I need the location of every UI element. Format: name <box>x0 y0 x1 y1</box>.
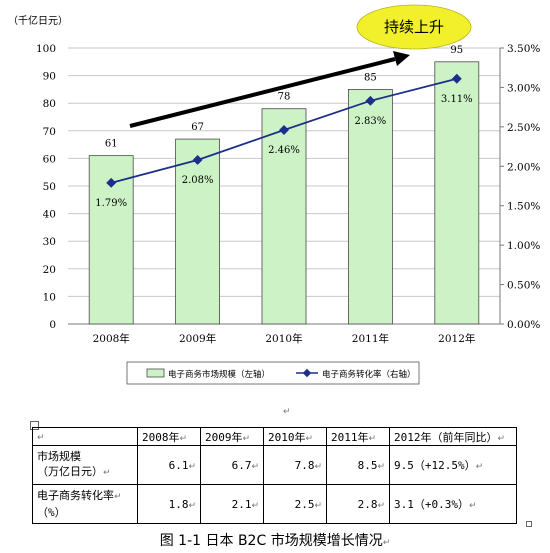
x-tick-label: 2012年 <box>438 332 475 345</box>
bar-value-label: 95 <box>450 45 463 56</box>
line-value-label: 2.08% <box>182 175 214 186</box>
bar <box>261 108 307 325</box>
y2-tick-label: 1.00% <box>507 240 540 252</box>
line-series <box>106 73 462 188</box>
y-tick-label: 60 <box>43 153 56 165</box>
table-header-cell: 2012年（前年同比）↵ <box>389 427 517 446</box>
y2-tick-label: 2.50% <box>507 122 540 134</box>
y-tick-label: 10 <box>43 291 56 303</box>
table-cell: 1.8↵ <box>137 484 201 524</box>
line-marker <box>365 95 376 106</box>
y-tick-label: 30 <box>43 236 56 248</box>
y2-tick-label: 1.50% <box>507 201 540 213</box>
y-axis-title: （千亿日元） <box>8 14 68 27</box>
data-table-container: ↵ 2008年↵ 2009年↵ 2010年↵ 2011年↵ 2012年（前年同比… <box>32 427 517 524</box>
bar-value-label: 78 <box>278 92 291 103</box>
x-tick-label: 2010年 <box>265 332 302 345</box>
y2-tick-label: 2.00% <box>507 161 540 173</box>
y-tick-label: 40 <box>43 209 56 221</box>
callout-bubble <box>356 4 472 50</box>
table-header-cell: 2011年↵ <box>326 427 390 446</box>
table-header-cell: 2010年↵ <box>263 427 327 446</box>
table-header-cell: 2008年↵ <box>137 427 201 446</box>
line-marker <box>106 177 117 188</box>
line-value-label: 2.46% <box>268 145 300 156</box>
line-value-label: 1.79% <box>95 198 127 209</box>
bar <box>434 61 480 325</box>
right-axis-ticks: 0.00% 0.50% 1.00% 1.50% 2.00% 2.50% 3.00% 3.50% <box>500 43 540 331</box>
line-value-label: 3.11% <box>441 94 473 105</box>
x-tick-label: 2011年 <box>352 332 389 345</box>
bar-value-label: 61 <box>105 139 118 150</box>
y-tick-label: 80 <box>43 98 56 110</box>
paragraph-mark: ↵ <box>283 407 291 417</box>
table-cell: 6.7↵ <box>200 445 264 485</box>
table-cell: 3.1（+0.3%）↵ <box>389 484 517 524</box>
trend-arrow <box>129 57 396 128</box>
y2-tick-label: 0.00% <box>507 319 540 331</box>
x-tick-label: 2008年 <box>93 332 130 345</box>
x-axis-ticks: 2008年 2009年 2010年 2011年 2012年 <box>93 332 476 345</box>
y2-tick-label: 3.00% <box>507 82 540 94</box>
callout-text: 持续上升 <box>384 18 444 36</box>
table-row: 电子商务转化率↵ （%） 1.8↵ 2.1↵ 2.5↵ 2.8↵ 3.1（+0.3… <box>32 484 517 524</box>
table-cell: 7.8↵ <box>263 445 327 485</box>
y-tick-label: 100 <box>36 43 56 55</box>
figure-caption: 图 1-1 日本 B2C 市场规模增长情况↵ <box>159 533 391 549</box>
trend-arrow-head <box>393 51 410 66</box>
y-tick-label: 50 <box>43 181 56 193</box>
data-table: ↵ 2008年↵ 2009年↵ 2010年↵ 2011年↵ 2012年（前年同比… <box>32 427 517 524</box>
x-tick-label: 2009年 <box>179 332 216 345</box>
y2-tick-label: 0.50% <box>507 280 540 292</box>
legend-line-label: 电子商务转化率（右轴） <box>322 369 416 380</box>
bar <box>175 138 221 325</box>
y-tick-label: 70 <box>43 126 56 138</box>
table-cell: 2.8↵ <box>326 484 390 524</box>
y-tick-label: 0 <box>49 319 56 331</box>
y-tick-label: 20 <box>43 264 56 276</box>
legend: 电子商务市场规模（左轴） 电子商务转化率（右轴） <box>126 361 420 385</box>
chart: 0 10 20 30 40 50 60 70 80 90 100 0.00% 0.50% 1.00% 1.… <box>8 4 540 385</box>
table-cell: 2.5↵ <box>263 484 327 524</box>
table-row: 市场规模 （万亿日元）↵ 6.1↵ 6.7↵ 7.8↵ 8.5↵ 9.5（+12.… <box>32 445 517 485</box>
table-resize-handle[interactable] <box>526 521 532 527</box>
table-cell: 9.5（+12.5%）↵ <box>389 445 517 485</box>
line-value-label: 2.83% <box>355 116 387 127</box>
bar-series <box>88 61 480 325</box>
line-marker <box>192 155 203 165</box>
legend-bar-label: 电子商务市场规模（左轴） <box>168 369 270 380</box>
table-cell: 8.5↵ <box>326 445 390 485</box>
table-header-cell: 2009年↵ <box>200 427 264 446</box>
table-header-cell: ↵ <box>32 427 138 446</box>
left-axis-ticks: 0 10 20 30 40 50 60 70 80 90 100 <box>36 43 56 331</box>
bar <box>347 89 393 325</box>
table-row-header: 市场规模 （万亿日元）↵ <box>32 445 138 485</box>
bar-data-labels: 61 67 78 85 95 <box>105 45 463 150</box>
table-header-row: ↵ 2008年↵ 2009年↵ 2010年↵ 2011年↵ 2012年（前年同比… <box>32 427 517 446</box>
table-row-header: 电子商务转化率↵ （%） <box>32 484 138 524</box>
y2-tick-label: 3.50% <box>507 43 540 55</box>
bar-value-label: 67 <box>191 122 204 133</box>
bar-value-label: 85 <box>364 72 377 83</box>
line-data-labels: 1.79% 2.08% 2.46% 2.83% 3.11% <box>95 94 472 209</box>
legend-line-marker <box>302 368 312 378</box>
table-cell: 6.1↵ <box>137 445 201 485</box>
y-tick-label: 90 <box>43 71 56 83</box>
table-cell: 2.1↵ <box>200 484 264 524</box>
legend-bar-swatch <box>146 368 165 378</box>
